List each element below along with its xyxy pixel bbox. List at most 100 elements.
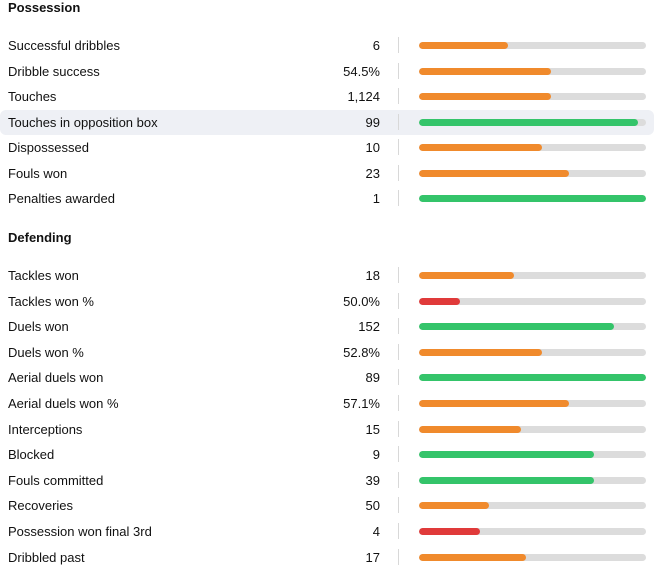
stat-label: Fouls won bbox=[8, 165, 68, 181]
stat-row[interactable]: Blocked 9 bbox=[0, 442, 654, 467]
stat-value: 52.8% bbox=[343, 344, 380, 360]
percentile-bar-fill bbox=[419, 502, 490, 510]
percentile-bar-fill bbox=[419, 400, 569, 407]
percentile-bar bbox=[419, 553, 646, 561]
divider bbox=[398, 318, 399, 335]
percentile-bar-fill bbox=[419, 528, 481, 535]
stat-row[interactable]: Fouls committed 39 bbox=[0, 468, 654, 493]
percentile-bar bbox=[419, 67, 646, 75]
stat-row[interactable]: Dribbled past 17 bbox=[0, 545, 654, 570]
stat-row[interactable]: Aerial duels won 89 bbox=[0, 365, 654, 390]
stat-row[interactable]: Penalties awarded 1 bbox=[0, 186, 654, 211]
stat-value: 23 bbox=[365, 165, 380, 181]
percentile-bar bbox=[419, 528, 646, 535]
stat-row[interactable]: Touches 1,124 bbox=[0, 84, 654, 109]
percentile-bar bbox=[419, 169, 646, 177]
divider bbox=[398, 139, 399, 155]
stat-value: 54.5% bbox=[343, 63, 380, 79]
divider bbox=[398, 523, 399, 539]
percentile-bar bbox=[419, 42, 646, 49]
stat-row[interactable]: Recoveries 50 bbox=[0, 493, 654, 518]
divider bbox=[398, 190, 399, 206]
stat-row[interactable]: Successful dribbles 6 bbox=[0, 33, 654, 58]
percentile-bar-fill bbox=[419, 144, 542, 151]
stat-label: Penalties awarded bbox=[8, 191, 115, 206]
percentile-bar bbox=[419, 425, 646, 433]
stat-row[interactable]: Dispossessed 10 bbox=[0, 135, 654, 160]
stat-label: Dispossessed bbox=[8, 140, 89, 155]
stat-value: 4 bbox=[372, 524, 380, 539]
percentile-bar-fill bbox=[419, 169, 569, 177]
percentile-bar bbox=[419, 502, 646, 510]
percentile-bar bbox=[419, 323, 646, 331]
stat-label: Duels won % bbox=[8, 344, 84, 360]
stat-value: 50 bbox=[365, 498, 380, 514]
stat-label: Tackles won % bbox=[8, 293, 94, 309]
percentile-bar-fill bbox=[419, 323, 615, 331]
stat-value: 10 bbox=[365, 140, 380, 155]
percentile-bar-fill bbox=[419, 297, 460, 305]
stat-value: 18 bbox=[365, 268, 380, 283]
stat-value: 9 bbox=[372, 447, 380, 463]
percentile-bar bbox=[419, 297, 646, 305]
stat-label: Aerial duels won bbox=[8, 370, 104, 386]
stat-row[interactable]: Dribble success 54.5% bbox=[0, 59, 654, 84]
divider bbox=[398, 292, 399, 309]
percentile-bar-fill bbox=[419, 272, 515, 279]
stat-label: Recoveries bbox=[8, 498, 74, 514]
stat-label: Dribble success bbox=[8, 63, 100, 79]
stat-label: Dribbled past bbox=[8, 549, 85, 565]
percentile-bar bbox=[419, 93, 646, 100]
percentile-bar bbox=[419, 144, 646, 151]
stat-value: 1 bbox=[372, 191, 380, 206]
percentile-bar bbox=[419, 272, 646, 279]
divider bbox=[398, 548, 399, 565]
percentile-bar-fill bbox=[419, 195, 646, 202]
percentile-bar-fill bbox=[419, 93, 551, 100]
stat-value: 17 bbox=[365, 549, 380, 565]
percentile-bar bbox=[419, 476, 646, 484]
percentile-bar bbox=[419, 118, 646, 126]
divider bbox=[398, 395, 399, 411]
stat-row[interactable]: Interceptions 15 bbox=[0, 417, 654, 442]
stat-label: Touches bbox=[8, 89, 57, 104]
stat-value: 57.1% bbox=[343, 396, 380, 411]
percentile-bar bbox=[419, 374, 646, 382]
divider bbox=[398, 471, 399, 488]
stat-row[interactable]: Duels won % 52.8% bbox=[0, 340, 654, 365]
percentile-bar bbox=[419, 348, 646, 356]
divider bbox=[398, 164, 399, 181]
stat-row[interactable]: Tackles won % 50.0% bbox=[0, 289, 654, 314]
stat-label: Duels won bbox=[8, 319, 69, 335]
percentile-bar-fill bbox=[419, 425, 522, 433]
stat-label: Aerial duels won % bbox=[8, 396, 119, 411]
stat-label: Tackles won bbox=[8, 268, 79, 283]
divider bbox=[398, 446, 399, 463]
stat-value: 89 bbox=[365, 370, 380, 386]
divider bbox=[398, 369, 399, 386]
stat-value: 39 bbox=[365, 472, 380, 488]
stat-value: 6 bbox=[372, 38, 380, 53]
stat-row[interactable]: Fouls won 23 bbox=[0, 161, 654, 186]
possession-section-title: Possession bbox=[8, 0, 81, 15]
percentile-bar-fill bbox=[419, 476, 594, 484]
stat-value: 50.0% bbox=[343, 293, 380, 309]
stat-row[interactable]: Duels won 152 bbox=[0, 314, 654, 339]
stat-label: Fouls committed bbox=[8, 472, 104, 488]
percentile-bar-fill bbox=[419, 348, 542, 356]
stat-row[interactable]: Tackles won 18 bbox=[0, 263, 654, 288]
percentile-bar bbox=[419, 400, 646, 407]
percentile-bar-fill bbox=[419, 67, 551, 75]
percentile-bar-fill bbox=[419, 451, 594, 459]
stat-label: Touches in opposition box bbox=[8, 114, 158, 130]
stat-row[interactable]: Possession won final 3rd 4 bbox=[0, 519, 654, 544]
defending-section-title: Defending bbox=[8, 230, 72, 245]
percentile-bar-fill bbox=[419, 374, 646, 382]
stat-label: Interceptions bbox=[8, 421, 83, 437]
divider bbox=[398, 343, 399, 360]
stat-value: 152 bbox=[358, 319, 380, 335]
stat-row[interactable]: Aerial duels won % 57.1% bbox=[0, 391, 654, 416]
stat-label: Successful dribbles bbox=[8, 38, 120, 53]
stat-row[interactable]: Touches in opposition box 99 bbox=[0, 109, 654, 135]
percentile-bar bbox=[419, 451, 646, 459]
